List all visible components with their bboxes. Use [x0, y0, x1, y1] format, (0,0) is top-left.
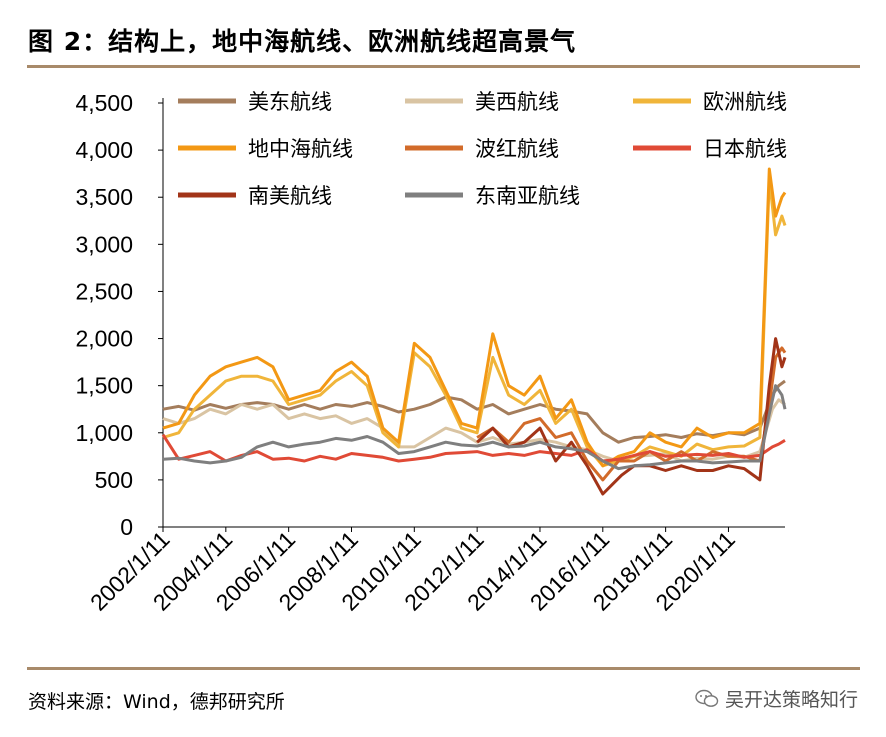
- watermark-text: 吴开达策略知行: [724, 689, 858, 711]
- y-tick-label: 2,000: [75, 326, 133, 352]
- y-tick-label: 1,500: [75, 373, 133, 399]
- y-tick-label: 3,000: [75, 231, 133, 257]
- y-tick-label: 0: [120, 514, 133, 540]
- y-tick-label: 4,500: [75, 90, 133, 116]
- series-line-南美航线: [476, 337, 787, 496]
- bottom-rule: [27, 667, 860, 670]
- y-tick-label: 3,500: [75, 184, 133, 210]
- y-tick-label: 4,000: [75, 137, 133, 163]
- legend-label: 日本航线: [703, 137, 787, 161]
- y-tick-label: 1,000: [75, 420, 133, 446]
- legend-label: 欧洲航线: [703, 90, 787, 114]
- y-tick-label: 2,500: [75, 278, 133, 304]
- figure-title: 图 2：结构上，地中海航线、欧洲航线超高景气: [28, 27, 577, 56]
- wechat-icon: [695, 689, 719, 707]
- legend-label: 南美航线: [248, 184, 332, 208]
- series-line-日本航线: [161, 433, 786, 463]
- legend-label: 波红航线: [475, 137, 559, 161]
- legend-label: 美东航线: [248, 90, 332, 114]
- chart-axes: 0 500 1,000 1,500 2,000 2,500 3,000 3,500 4,000 4…: [75, 90, 785, 616]
- legend-label: 地中海航线: [248, 137, 353, 161]
- series-line-东南亚航线: [162, 384, 787, 471]
- series-group: [161, 167, 787, 496]
- top-rule: [27, 65, 860, 68]
- legend-label: 东南亚航线: [475, 184, 580, 208]
- watermark: 吴开达策略知行: [695, 685, 858, 712]
- y-tick-label: 500: [95, 467, 133, 493]
- legend-label: 美西航线: [475, 90, 559, 114]
- series-line-欧洲航线: [162, 176, 787, 468]
- series-line-地中海航线: [162, 167, 787, 468]
- source-note: 资料来源：Wind，德邦研究所: [28, 691, 285, 713]
